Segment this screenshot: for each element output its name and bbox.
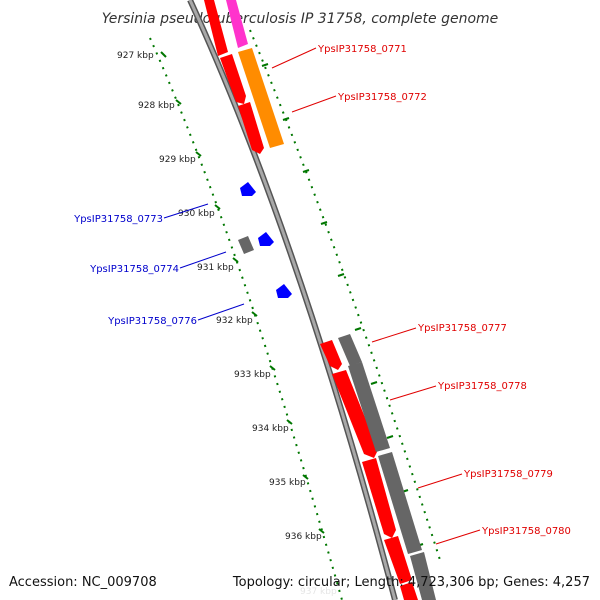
reverse-features xyxy=(238,182,292,298)
genome-stats-text: Topology: circular; Length: 4,723,306 bp… xyxy=(232,575,590,590)
leader-line xyxy=(197,303,245,321)
outer-tick xyxy=(386,435,394,439)
leader-line xyxy=(435,529,481,545)
feature-ypsip31758-0780-grey[interactable] xyxy=(410,552,436,600)
feature-ypsip31758-0771a[interactable] xyxy=(220,54,246,104)
feature-ypsip31758-0777-grey[interactable] xyxy=(338,334,362,366)
gene-label-ypsip31758-0772[interactable]: YpsIP31758_0772 xyxy=(337,92,427,103)
gene-label-ypsip31758-0771[interactable]: YpsIP31758_0771 xyxy=(317,44,407,55)
kbp-tick-mark xyxy=(269,365,276,371)
gene-label-ypsip31758-0779[interactable]: YpsIP31758_0779 xyxy=(463,469,553,480)
kbp-tick-label: 936 kbp xyxy=(285,532,322,542)
leader-line xyxy=(417,473,463,489)
inner-tick-track xyxy=(149,37,343,600)
kbp-tick-label: 929 kbp xyxy=(159,155,196,165)
feature-ypsip31758-0774[interactable] xyxy=(258,232,274,246)
kbp-tick-label-faded: 937 kbp xyxy=(300,587,337,597)
reverse-labels: YpsIP31758_0773 YpsIP31758_0774 YpsIP317… xyxy=(73,203,245,327)
feature-ypsip31758-0779-grey[interactable] xyxy=(378,452,422,554)
kbp-tick-label: 931 kbp xyxy=(197,263,234,273)
outer-tick xyxy=(282,117,290,121)
kbp-tick-mark xyxy=(251,311,258,317)
kbp-tick-mark xyxy=(214,204,221,210)
feature-ypsip31758-0771b[interactable] xyxy=(238,102,264,154)
feature-ypsip31758-0774-grey[interactable] xyxy=(238,236,254,254)
feature-ypsip31758-0780-red[interactable] xyxy=(384,536,412,584)
outer-ticks xyxy=(261,63,424,547)
leader-line xyxy=(271,47,317,69)
kbp-tick-label: 935 kbp xyxy=(269,478,306,488)
kbp-tick-mark xyxy=(318,528,325,534)
outer-tick xyxy=(320,221,328,225)
kbp-tick-mark xyxy=(286,419,293,425)
feature-ypsip31758-0778-red[interactable] xyxy=(332,370,378,458)
forward-features xyxy=(204,0,436,600)
kbp-tick-label: 930 kbp xyxy=(178,209,215,219)
kbp-tick-mark xyxy=(195,151,202,157)
kbp-tick-label: 932 kbp xyxy=(216,316,253,326)
accession-text: Accession: NC_009708 xyxy=(9,575,157,590)
outer-tick-track xyxy=(249,29,441,561)
outer-tick xyxy=(302,169,310,173)
kbp-scale: 927 kbp 928 kbp 929 kbp 930 kbp 931 kbp … xyxy=(117,51,337,597)
leader-line xyxy=(179,251,227,269)
gene-label-ypsip31758-0778[interactable]: YpsIP31758_0778 xyxy=(437,381,527,392)
feature-ypsip31758-0777-red[interactable] xyxy=(320,340,342,370)
gene-label-ypsip31758-0776[interactable]: YpsIP31758_0776 xyxy=(107,316,197,327)
kbp-tick-mark xyxy=(302,474,309,480)
backbone-line xyxy=(188,0,397,600)
kbp-tick-mark xyxy=(232,257,239,263)
kbp-tick-mark xyxy=(175,99,182,105)
genome-backbone xyxy=(187,0,398,600)
kbp-tick-label: 934 kbp xyxy=(252,424,289,434)
feature-ypsip31758-0772[interactable] xyxy=(238,48,284,148)
gene-label-ypsip31758-0780[interactable]: YpsIP31758_0780 xyxy=(481,526,571,537)
feature-ypsip31758-0776[interactable] xyxy=(276,284,292,298)
outer-tick xyxy=(261,63,269,67)
backbone-shadow xyxy=(187,0,398,600)
feature-red-top[interactable] xyxy=(204,0,228,56)
outer-tick xyxy=(337,273,345,277)
map-title: Yersinia pseudotuberculosis IP 31758, co… xyxy=(102,11,499,27)
feature-pink[interactable] xyxy=(226,0,248,48)
leader-line xyxy=(371,327,417,343)
kbp-tick-label: 933 kbp xyxy=(234,370,271,380)
outer-tick xyxy=(370,381,378,385)
feature-ypsip31758-0778-grey[interactable] xyxy=(348,362,390,452)
feature-red-bottom[interactable] xyxy=(400,582,418,600)
feature-ypsip31758-0779-red[interactable] xyxy=(362,458,396,538)
kbp-tick-label: 927 kbp xyxy=(117,51,154,61)
leader-line xyxy=(389,385,437,401)
leader-line xyxy=(291,95,337,113)
leader-line xyxy=(163,203,209,219)
kbp-tick-label: 928 kbp xyxy=(138,101,175,111)
gene-label-ypsip31758-0774[interactable]: YpsIP31758_0774 xyxy=(89,264,179,275)
outer-tick xyxy=(354,327,362,331)
feature-ypsip31758-0773[interactable] xyxy=(240,182,256,196)
kbp-tick-mark xyxy=(160,51,167,58)
forward-labels: YpsIP31758_0771 YpsIP31758_0772 YpsIP317… xyxy=(271,44,571,545)
gene-label-ypsip31758-0773[interactable]: YpsIP31758_0773 xyxy=(73,214,163,225)
gene-label-ypsip31758-0777[interactable]: YpsIP31758_0777 xyxy=(417,323,507,334)
